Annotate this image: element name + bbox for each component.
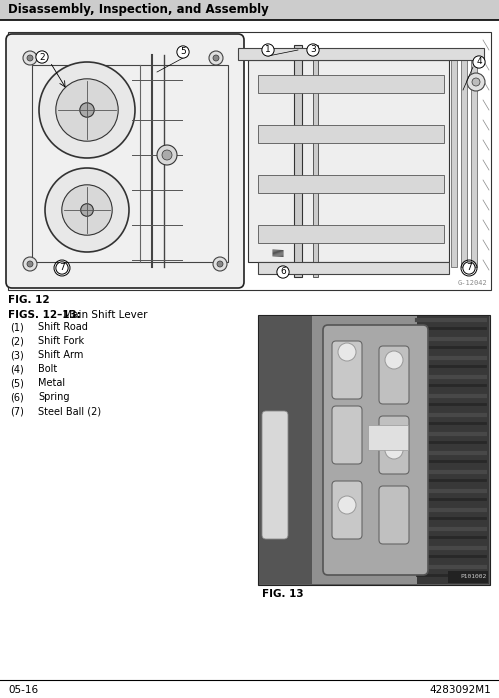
FancyBboxPatch shape <box>262 411 288 539</box>
Text: Bolt: Bolt <box>38 364 57 374</box>
Circle shape <box>213 257 227 271</box>
Circle shape <box>157 145 177 165</box>
FancyBboxPatch shape <box>379 416 409 474</box>
Text: 4283092M1: 4283092M1 <box>429 685 491 695</box>
Bar <box>258 175 444 193</box>
Bar <box>368 425 408 450</box>
Text: FIG. 13: FIG. 13 <box>262 589 303 599</box>
Circle shape <box>338 343 356 361</box>
Text: Main Shift Lever: Main Shift Lever <box>60 310 148 320</box>
Bar <box>415 316 489 584</box>
Bar <box>258 225 444 243</box>
Bar <box>294 45 302 277</box>
Text: Shift Arm: Shift Arm <box>38 350 83 360</box>
Bar <box>258 315 490 585</box>
Bar <box>259 316 489 584</box>
Text: 2: 2 <box>39 52 45 61</box>
FancyBboxPatch shape <box>6 34 244 288</box>
Text: (7): (7) <box>10 406 24 416</box>
Bar <box>448 571 488 583</box>
Text: (6): (6) <box>10 392 24 402</box>
Circle shape <box>39 62 135 158</box>
Bar <box>258 75 444 93</box>
Text: (2): (2) <box>10 336 24 346</box>
Text: P101002: P101002 <box>461 574 487 579</box>
FancyBboxPatch shape <box>323 325 428 575</box>
Circle shape <box>385 441 403 459</box>
Text: (1): (1) <box>10 322 24 332</box>
Text: Disassembly, Inspection, and Assembly: Disassembly, Inspection, and Assembly <box>8 3 269 17</box>
Text: (5): (5) <box>10 378 24 388</box>
Text: FIGS. 12–13:: FIGS. 12–13: <box>8 310 81 320</box>
Circle shape <box>23 257 37 271</box>
Text: 6: 6 <box>280 267 286 276</box>
Bar <box>0 0 499 20</box>
Bar <box>248 60 449 262</box>
Text: Spring: Spring <box>38 392 69 402</box>
Text: 7: 7 <box>59 264 65 272</box>
Bar <box>32 65 228 262</box>
Text: G-12042: G-12042 <box>457 280 487 286</box>
Circle shape <box>27 261 33 267</box>
Circle shape <box>162 150 172 160</box>
Text: Metal: Metal <box>38 378 65 388</box>
Bar <box>471 55 477 267</box>
Circle shape <box>385 351 403 369</box>
Text: 05-16: 05-16 <box>8 685 38 695</box>
Bar <box>258 262 449 274</box>
Circle shape <box>472 78 480 86</box>
Circle shape <box>23 51 37 65</box>
FancyBboxPatch shape <box>379 346 409 404</box>
Text: 5: 5 <box>180 47 186 57</box>
Circle shape <box>467 73 485 91</box>
Text: Steel Ball (2): Steel Ball (2) <box>38 406 101 416</box>
Text: FIG. 12: FIG. 12 <box>8 295 49 305</box>
Bar <box>451 55 457 267</box>
Circle shape <box>45 168 129 252</box>
Text: Shift Road: Shift Road <box>38 322 88 332</box>
Circle shape <box>217 261 223 267</box>
Text: 3: 3 <box>310 45 316 54</box>
Text: 4: 4 <box>476 57 482 66</box>
Bar <box>238 48 484 60</box>
Text: 1: 1 <box>265 45 271 54</box>
Bar <box>258 125 444 143</box>
FancyBboxPatch shape <box>332 406 362 464</box>
Text: 7: 7 <box>466 264 472 272</box>
Circle shape <box>81 204 93 216</box>
Circle shape <box>338 496 356 514</box>
Bar <box>461 55 467 267</box>
FancyBboxPatch shape <box>332 481 362 539</box>
Text: (3): (3) <box>10 350 24 360</box>
Text: Shift Fork: Shift Fork <box>38 336 84 346</box>
Circle shape <box>27 55 33 61</box>
Bar <box>312 316 417 584</box>
Circle shape <box>62 185 112 235</box>
Bar <box>313 45 318 277</box>
Bar <box>8 32 491 290</box>
Text: (4): (4) <box>10 364 24 374</box>
Circle shape <box>209 51 223 65</box>
Circle shape <box>80 103 94 117</box>
Bar <box>259 316 314 584</box>
Circle shape <box>56 79 118 141</box>
FancyBboxPatch shape <box>379 486 409 544</box>
Circle shape <box>213 55 219 61</box>
FancyBboxPatch shape <box>332 341 362 399</box>
